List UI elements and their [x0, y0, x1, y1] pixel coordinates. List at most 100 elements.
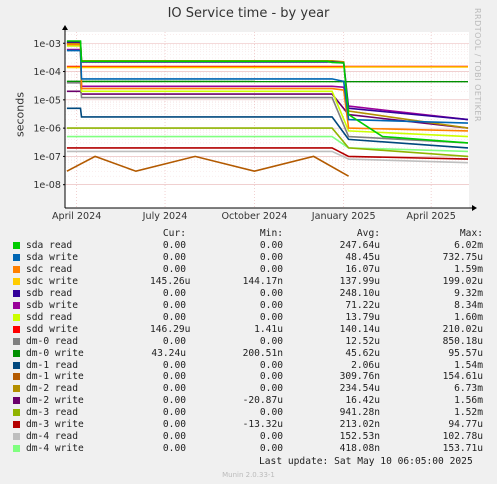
legend-row: dm-0 read 0.00 0.00 12.52u 850.18u: [0, 336, 497, 348]
legend-swatch: [13, 265, 20, 273]
legend-max-value: 210.02u: [442, 323, 483, 335]
header-avg: Avg:: [356, 228, 380, 239]
legend-swatch: [13, 373, 20, 381]
legend-row: dm-0 write 43.24u 200.51n 45.62u 95.57u: [0, 348, 497, 360]
legend-swatch: [13, 242, 20, 249]
legend-cur-value: 0.00: [162, 419, 186, 431]
y-tick-labels: 1e-03 1e-04 1e-05 1e-06 1e-07 1e-08: [33, 39, 65, 191]
legend-swatch: [13, 421, 20, 429]
legend-swatch: [13, 361, 20, 369]
legend-cur-value: 0.00: [162, 383, 186, 395]
legend-min-value: 1.41u: [254, 323, 283, 335]
legend-header: Cur: Min: Avg: Max:: [0, 228, 497, 240]
legend-row: dm-3 read 0.00 0.00 941.28n 1.52m: [0, 407, 497, 419]
legend-min-value: 144.17n: [242, 275, 283, 287]
legend-cur-value: 0.00: [162, 431, 186, 443]
legend-max-value: 1.60m: [454, 311, 483, 323]
legend-series-name: dm-4 read: [26, 431, 78, 443]
legend-swatch: [13, 397, 20, 405]
legend-max-value: 6.02m: [454, 240, 483, 251]
legend-avg-value: 418.08n: [339, 443, 380, 455]
legend-swatch: [13, 385, 20, 393]
legend-min-value: 0.00: [259, 251, 283, 263]
series-line-sda-read: [66, 40, 469, 144]
legend-series-name: sda read: [26, 240, 73, 251]
legend-row: sdd read 0.00 0.00 13.79u 1.60m: [0, 312, 497, 324]
legend-avg-value: 12.52u: [345, 335, 380, 347]
series-lines: [66, 40, 469, 177]
legend-series-name: dm-2 read: [26, 383, 78, 395]
legend-cur-value: 0.00: [162, 359, 186, 371]
chart-svg: 1e-03 1e-04 1e-05 1e-06 1e-07 1e-08 April 202…: [33, 25, 477, 222]
legend-row: sda read 0.00 0.00 247.64u 6.02m: [0, 240, 497, 252]
legend-row: dm-2 read 0.00 0.00 234.54u 6.73m: [0, 383, 497, 395]
legend-swatch: [13, 433, 20, 441]
legend-row: sdb read 0.00 0.00 248.10u 9.32m: [0, 288, 497, 300]
legend-cur-value: 0.00: [162, 263, 186, 275]
legend-cur-value: 0.00: [162, 251, 186, 263]
series-line-dm-4-read: [66, 150, 469, 164]
legend-max-value: 95.57u: [448, 347, 483, 359]
legend-cur-value: 0.00: [162, 443, 186, 455]
legend-max-value: 154.61u: [442, 371, 483, 383]
legend-avg-value: 247.64u: [339, 240, 380, 251]
legend-min-value: 0.00: [259, 407, 283, 419]
x-tick-labels: April 2024 July 2024 October 2024 January 2…: [52, 211, 456, 222]
legend-max-value: 1.59m: [454, 263, 483, 275]
legend-max-value: 199.02u: [442, 275, 483, 287]
legend-max-value: 102.78u: [442, 431, 483, 443]
legend-avg-value: 152.53n: [339, 431, 380, 443]
grid: [65, 32, 469, 208]
legend-cur-value: 145.26u: [150, 275, 191, 287]
header-max: Max:: [459, 228, 483, 239]
legend-series-name: sdb write: [26, 299, 78, 311]
legend-avg-value: 2.06u: [351, 359, 380, 371]
legend-avg-value: 140.14u: [339, 323, 380, 335]
legend-row: sdc write 145.26u 144.17n 137.99u 199.02u: [0, 276, 497, 288]
x-tick-label: October 2024: [221, 211, 287, 222]
legend-cur-value: 0.00: [162, 335, 186, 347]
legend-avg-value: 45.62u: [345, 347, 380, 359]
legend-series-name: sdd write: [26, 323, 78, 335]
chart-title: IO Service time - by year: [167, 6, 330, 21]
legend-series-name: sda write: [26, 251, 78, 263]
legend-min-value: 200.51n: [242, 347, 283, 359]
legend-min-value: 0.00: [259, 383, 283, 395]
x-axis-arrow: [472, 205, 477, 211]
legend-row: sdb write 0.00 0.00 71.22u 8.34m: [0, 300, 497, 312]
legend-max-value: 94.77u: [448, 419, 483, 431]
legend-avg-value: 137.99u: [339, 275, 380, 287]
legend-swatch: [13, 445, 20, 453]
series-line-dm-4-write: [66, 135, 469, 153]
series-line-dm-0-read: [66, 82, 469, 144]
y-tick-label: 1e-07: [33, 152, 61, 163]
x-tick-label: July 2024: [142, 211, 188, 222]
legend-series-name: dm-3 write: [26, 419, 84, 431]
series-line-dm-2-write: [66, 90, 469, 129]
last-update-value: Sat May 10 06:05:00 2025: [334, 456, 473, 467]
legend-row: sda write 0.00 0.00 48.45u 732.75u: [0, 252, 497, 264]
legend-avg-value: 213.02n: [339, 419, 380, 431]
legend-cur-value: 0.00: [162, 395, 186, 407]
legend-series-name: sdd read: [26, 311, 73, 323]
legend-swatch: [13, 301, 20, 309]
legend-min-value: 0.00: [259, 335, 283, 347]
y-tick-label: 1e-08: [33, 180, 61, 191]
series-line-dm-1-read: [66, 107, 469, 149]
legend-avg-value: 248.10u: [339, 287, 380, 299]
legend-min-value: -13.32u: [242, 419, 283, 431]
legend-swatch: [13, 349, 20, 357]
header-cur: Cur:: [162, 228, 186, 239]
legend-min-value: 0.00: [259, 263, 283, 275]
y-tick-label: 1e-04: [33, 67, 61, 78]
y-tick-label: 1e-06: [33, 124, 61, 135]
series-line-sdd-read: [66, 45, 469, 138]
legend-row: dm-3 write 0.00 -13.32u 213.02n 94.77u: [0, 419, 497, 431]
legend-max-value: 850.18u: [442, 335, 483, 347]
legend-min-value: 0.00: [259, 359, 283, 371]
legend-avg-value: 309.76n: [339, 371, 380, 383]
legend-cur-value: 0.00: [162, 299, 186, 311]
legend-min-value: 0.00: [259, 371, 283, 383]
legend-min-value: 0.00: [259, 431, 283, 443]
legend-avg-value: 234.54u: [339, 383, 380, 395]
